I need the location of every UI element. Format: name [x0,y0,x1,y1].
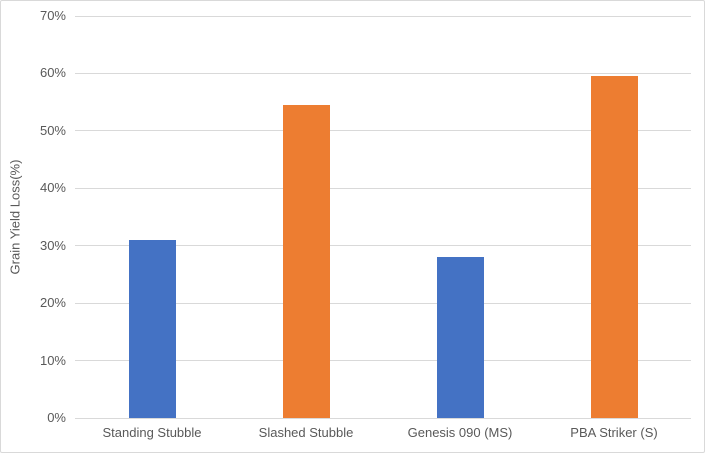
bar-pba-striker-s [590,76,638,418]
gridline-20% [75,302,691,304]
gridline-40% [75,187,691,189]
x-axis-labels: Standing Stubble Slashed Stubble Genesis 0… [1,425,704,445]
gridline-10% [75,360,691,362]
x-axis-label-genesis-090-ms: Genesis 090 (MS) [407,425,513,440]
bar-standing-stubble [128,239,176,418]
plot-area [75,15,691,419]
y-tick-label-50%: 50% [39,122,66,138]
y-tick-label-40%: 40% [39,180,66,196]
y-tick-label-0%: 0% [47,410,66,425]
y-axis-ticks: 0% 10% 20% 30% 40% 50% 60% 70% [1,1,66,452]
gridline-70% [75,15,691,17]
x-axis-label-pba-striker-s: PBA Striker (S) [570,425,658,440]
y-tick-label-70%: 70% [39,8,66,23]
gridline-60% [75,72,691,74]
x-axis-label-standing-stubble: Standing Stubble [102,425,202,440]
y-tick-label-10%: 10% [39,352,66,368]
y-tick-label-20%: 20% [39,295,66,311]
gridline-50% [75,130,691,132]
y-tick-label-30%: 30% [39,237,66,253]
x-axis-label-slashed-stubble: Slashed Stubble [258,425,354,440]
bar-genesis-090-ms [436,257,484,418]
y-tick-label-60%: 60% [39,65,66,81]
gridline-30% [75,245,691,247]
bar-slashed-stubble [282,105,330,418]
